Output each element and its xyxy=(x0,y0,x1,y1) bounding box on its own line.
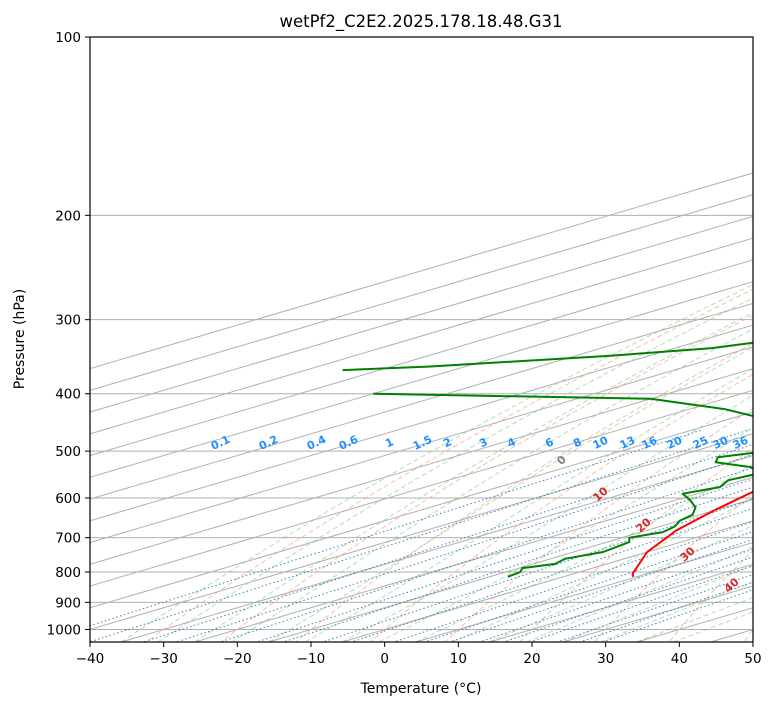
isotherm-line xyxy=(119,455,753,642)
plot-frame xyxy=(89,36,754,643)
isotherm-line xyxy=(90,172,753,370)
isotherm-line xyxy=(340,520,753,642)
mixing-ratio-line xyxy=(282,486,753,642)
y-tick-label: 400 xyxy=(55,387,81,403)
dry-adiabat-line xyxy=(220,314,753,642)
moist-adiabat-line xyxy=(268,346,753,642)
x-tick-label: −40 xyxy=(76,651,105,667)
isotherm-line xyxy=(90,368,753,565)
mixing-ratio-line xyxy=(218,467,753,642)
isotherm-line xyxy=(90,389,753,587)
x-tick-label: 20 xyxy=(523,651,540,667)
background-grid xyxy=(90,37,753,642)
dry-adiabat-line xyxy=(369,373,753,642)
isotherm-line xyxy=(90,215,753,413)
chart-title: wetPf2_C2E2.2025.178.18.48.G31 xyxy=(279,12,562,32)
moist-adiabat-line xyxy=(157,297,753,642)
x-tick-label: 50 xyxy=(744,651,761,667)
mixing-ratio-line xyxy=(448,538,753,642)
y-tick-label: 800 xyxy=(55,565,81,581)
moist-adiabat-line xyxy=(305,368,753,642)
moist-adiabat-line xyxy=(452,497,753,642)
isotherm-line xyxy=(90,281,753,478)
x-axis-title: Temperature (°C) xyxy=(360,681,482,697)
moist-adiabat-line xyxy=(562,564,753,642)
y-tick-label: 600 xyxy=(55,491,81,507)
moist-adiabat-line xyxy=(489,524,753,642)
isotherm-line xyxy=(90,324,753,522)
y-tick-label: 200 xyxy=(55,208,81,224)
mixing-ratio-label: 20 xyxy=(665,434,685,452)
mixing-ratio-label: 10 xyxy=(591,434,611,452)
x-tick-label: −30 xyxy=(149,651,178,667)
moist-adiabat-line xyxy=(194,312,753,642)
mixing-ratio-label: 36 xyxy=(731,434,751,452)
moist-adiabat-line xyxy=(415,463,753,642)
y-axis: 100 200 300 400 500 600 700 800 900 1000 xyxy=(47,30,90,638)
temperature-line xyxy=(631,490,753,577)
moist-adiabat-line xyxy=(341,394,753,642)
isotherm-line xyxy=(90,237,753,435)
y-tick-label: 700 xyxy=(55,531,81,547)
y-axis-title: Pressure (hPa) xyxy=(12,289,28,389)
moist-adiabat-line xyxy=(120,284,753,642)
mixing-ratio-label: 25 xyxy=(691,434,710,452)
x-tick-label: −20 xyxy=(223,651,252,667)
y-tick-label: 100 xyxy=(55,30,81,46)
isotherm-line xyxy=(90,259,753,457)
reference-lines xyxy=(90,284,753,642)
mixing-ratio-label: 16 xyxy=(640,434,660,452)
y-tick-label: 500 xyxy=(55,444,81,460)
mixing-ratio-line xyxy=(174,453,753,642)
isotherm-line xyxy=(90,411,753,609)
mixing-ratio-line xyxy=(392,521,753,642)
mixing-ratio-line xyxy=(141,443,753,642)
y-tick-label: 300 xyxy=(55,313,81,329)
y-tick-label: 1000 xyxy=(47,622,81,638)
dry-adiabat-line xyxy=(145,288,753,642)
isotherm-line xyxy=(266,498,753,642)
mixing-ratio-line xyxy=(90,429,704,627)
mixing-ratio-line xyxy=(423,530,753,642)
dewpoint_lower-line xyxy=(373,392,753,578)
mixing-ratio-label: 13 xyxy=(618,434,637,452)
x-tick-label: 40 xyxy=(671,651,688,667)
isotherm-line xyxy=(193,476,753,642)
isotherm-line xyxy=(90,194,753,391)
y-tick-label: 900 xyxy=(55,595,81,611)
x-tick-label: 0 xyxy=(380,651,389,667)
moist-adiabat-line xyxy=(231,328,753,642)
x-tick-label: −10 xyxy=(297,651,326,667)
x-tick-label: 30 xyxy=(597,651,614,667)
profile-lines xyxy=(342,341,753,578)
x-axis: −40 −30 −20 −10 0 10 20 30 40 50 xyxy=(76,642,762,667)
mixing-ratio-label: 30 xyxy=(711,434,731,452)
moist-adiabat-line xyxy=(599,581,753,642)
x-tick-label: 10 xyxy=(450,651,467,667)
isotherm-line xyxy=(414,541,753,642)
isotherm-line xyxy=(90,433,753,630)
dry-adiabat-line xyxy=(444,408,753,642)
